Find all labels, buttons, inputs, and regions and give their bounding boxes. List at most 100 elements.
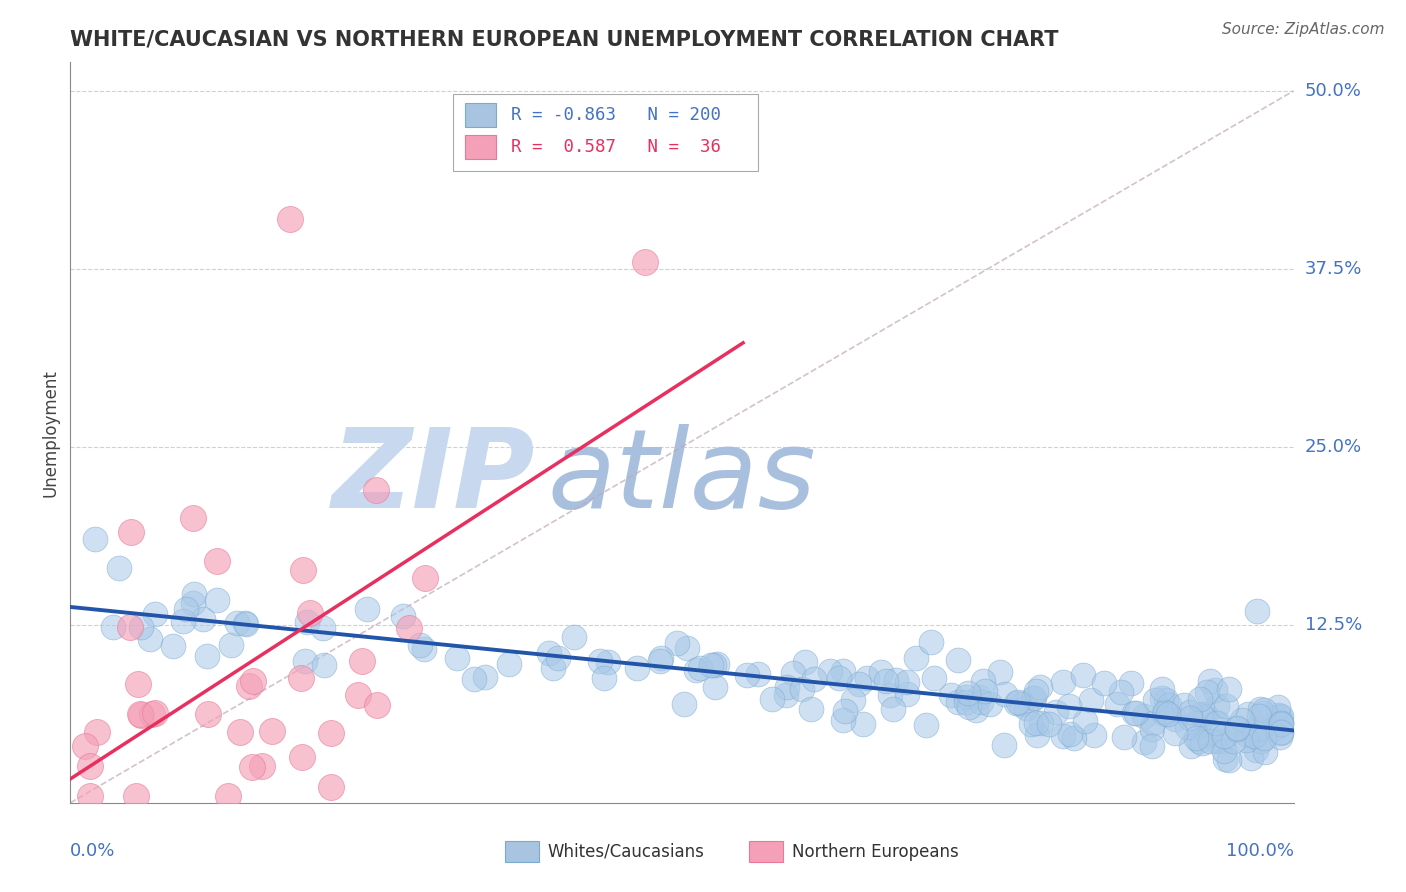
- Point: [1198, 674, 1220, 689]
- Point: [1206, 699, 1229, 714]
- Point: [547, 650, 569, 665]
- FancyBboxPatch shape: [453, 95, 758, 171]
- Point: [875, 674, 897, 689]
- Point: [1143, 692, 1166, 706]
- Point: [828, 671, 851, 685]
- Point: [1205, 715, 1227, 730]
- Point: [782, 665, 804, 680]
- Point: [1194, 707, 1216, 722]
- Point: [1270, 725, 1292, 739]
- Point: [905, 651, 928, 665]
- Point: [319, 726, 342, 740]
- Point: [1004, 696, 1026, 710]
- Point: [1045, 705, 1067, 719]
- Point: [127, 677, 149, 691]
- Point: [118, 620, 141, 634]
- Point: [1198, 734, 1220, 748]
- Text: 50.0%: 50.0%: [1305, 82, 1361, 100]
- Point: [1226, 722, 1249, 736]
- Point: [598, 655, 620, 669]
- Point: [1140, 739, 1163, 754]
- Point: [1213, 730, 1236, 744]
- Point: [294, 654, 316, 668]
- Point: [973, 683, 995, 698]
- Point: [1253, 703, 1275, 717]
- Text: WHITE/CAUCASIAN VS NORTHERN EUROPEAN UNEMPLOYMENT CORRELATION CHART: WHITE/CAUCASIAN VS NORTHERN EUROPEAN UNE…: [70, 29, 1059, 50]
- Point: [1025, 728, 1047, 742]
- Point: [1251, 706, 1274, 720]
- Point: [1107, 697, 1129, 711]
- Point: [498, 657, 520, 671]
- Point: [1270, 715, 1292, 730]
- Point: [1187, 719, 1209, 733]
- Point: [366, 698, 388, 713]
- Point: [1192, 710, 1215, 724]
- Point: [1232, 713, 1254, 727]
- Point: [856, 672, 879, 686]
- Point: [1206, 733, 1229, 747]
- Point: [262, 723, 284, 738]
- Point: [922, 671, 945, 685]
- Point: [1154, 693, 1177, 707]
- Text: R = -0.863   N = 200: R = -0.863 N = 200: [510, 106, 721, 124]
- Point: [1173, 698, 1195, 712]
- Point: [238, 679, 260, 693]
- Point: [761, 692, 783, 706]
- Point: [1191, 736, 1213, 750]
- Point: [1073, 667, 1095, 681]
- Text: Northern Europeans: Northern Europeans: [792, 843, 959, 861]
- Point: [1234, 727, 1257, 741]
- Point: [290, 671, 312, 685]
- FancyBboxPatch shape: [465, 135, 496, 159]
- Point: [626, 661, 648, 675]
- Point: [1184, 731, 1206, 745]
- Point: [834, 704, 856, 718]
- Point: [1025, 684, 1047, 698]
- Point: [1249, 701, 1271, 715]
- Point: [1080, 692, 1102, 706]
- Point: [790, 681, 813, 696]
- Point: [233, 615, 256, 630]
- Point: [408, 638, 430, 652]
- Point: [1253, 731, 1275, 745]
- Point: [143, 706, 166, 720]
- Point: [1164, 726, 1187, 740]
- Point: [129, 620, 152, 634]
- Point: [235, 616, 257, 631]
- Point: [1175, 720, 1198, 734]
- Point: [700, 658, 723, 673]
- Point: [1059, 698, 1081, 713]
- Point: [1021, 691, 1043, 706]
- Point: [1152, 691, 1174, 706]
- Point: [915, 718, 938, 732]
- Point: [1243, 729, 1265, 743]
- Point: [1237, 707, 1260, 722]
- Point: [347, 688, 370, 702]
- Point: [1246, 604, 1268, 618]
- Point: [879, 689, 901, 703]
- Point: [1063, 731, 1085, 746]
- Point: [1250, 734, 1272, 748]
- Point: [955, 695, 977, 709]
- Point: [634, 254, 657, 268]
- Point: [1264, 721, 1286, 735]
- Point: [195, 649, 218, 664]
- Point: [128, 706, 150, 721]
- Point: [229, 724, 252, 739]
- Point: [1244, 742, 1267, 756]
- Point: [650, 654, 672, 668]
- Point: [1114, 730, 1136, 744]
- Point: [1109, 685, 1132, 699]
- Point: [250, 759, 273, 773]
- Point: [1180, 739, 1202, 753]
- Point: [446, 651, 468, 665]
- Point: [143, 607, 166, 622]
- Point: [993, 738, 1015, 752]
- Point: [689, 661, 711, 675]
- Point: [1195, 685, 1218, 699]
- Point: [1226, 722, 1249, 736]
- Point: [181, 511, 204, 525]
- Point: [706, 657, 728, 672]
- Point: [972, 673, 994, 688]
- Point: [818, 664, 841, 678]
